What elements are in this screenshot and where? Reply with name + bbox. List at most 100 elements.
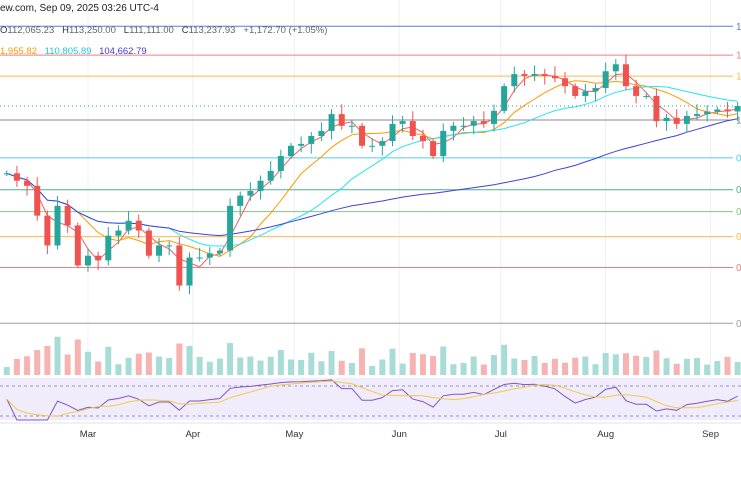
- volume-bar: [694, 358, 701, 375]
- candle-body: [409, 121, 416, 136]
- candle-body: [430, 141, 437, 157]
- candle-body: [287, 145, 294, 157]
- ohlc-legend: O112,065.23 H113,250.00 L111,111.00 C113…: [0, 25, 328, 36]
- volume-bar: [470, 356, 477, 375]
- volume-bar: [379, 359, 386, 375]
- volume-bar: [216, 358, 223, 375]
- candle-body: [44, 215, 51, 246]
- volume-bar: [683, 358, 690, 375]
- volume-bar: [287, 359, 294, 375]
- volume-bar: [724, 356, 731, 375]
- candle-body: [450, 125, 457, 131]
- candle-body: [694, 114, 701, 116]
- candle-body: [257, 180, 264, 191]
- volume-bar: [267, 356, 274, 375]
- candle-body: [470, 121, 477, 126]
- x-tick-label: Mar: [80, 429, 96, 440]
- volume-bar: [84, 351, 91, 375]
- volume-bar: [74, 339, 81, 375]
- candle-body: [369, 145, 376, 147]
- candle-body: [511, 74, 518, 87]
- candle-body: [13, 173, 20, 181]
- volume-bar: [704, 364, 711, 375]
- candle-body: [216, 250, 223, 254]
- volume-bar: [34, 350, 41, 375]
- volume-bar: [186, 346, 193, 375]
- volume-bar: [237, 357, 244, 375]
- high-value: 113,250.00: [69, 25, 116, 36]
- candle-body: [389, 123, 396, 142]
- candle-body: [166, 245, 173, 247]
- x-tick-label: May: [285, 429, 303, 440]
- candle-body: [440, 130, 447, 157]
- volume-bar: [44, 346, 51, 375]
- volume-bar: [206, 361, 213, 375]
- x-tick-label: Aug: [597, 429, 614, 440]
- volume-bar: [196, 357, 203, 375]
- volume-bar: [582, 356, 589, 375]
- fib-level-label: 1: [736, 51, 741, 62]
- candle-body: [673, 117, 680, 124]
- candle-body: [582, 91, 589, 96]
- ma-legend: 1,955.82 110,805.89 104,662.79: [0, 46, 152, 57]
- ma-value-orange: 1,955.82: [0, 46, 37, 57]
- candle-body: [622, 64, 629, 87]
- volume-bar: [64, 354, 71, 375]
- volume-bar: [24, 356, 31, 375]
- candle-body: [298, 143, 305, 146]
- close-value: 113,237.93: [188, 25, 236, 36]
- candle-body: [328, 114, 335, 131]
- volume-bar: [531, 356, 538, 375]
- fib-level-label: 0: [736, 263, 741, 274]
- candle-body: [277, 156, 284, 171]
- candle-body: [145, 230, 152, 256]
- volume-bar: [318, 361, 325, 375]
- ma-value-blue: 104,662.79: [99, 46, 147, 57]
- volume-bar: [643, 357, 650, 375]
- volume-bar: [257, 360, 264, 375]
- volume-bar: [399, 363, 406, 375]
- candle-body: [74, 225, 81, 266]
- candle-body: [562, 78, 569, 87]
- volume-bar: [592, 364, 599, 375]
- volume-bar: [135, 353, 142, 375]
- fib-level-label: 0: [736, 232, 741, 243]
- ma-value-cyan: 110,805.89: [44, 46, 92, 57]
- candle-body: [338, 114, 345, 126]
- candle-body: [54, 205, 61, 246]
- volume-bar: [551, 358, 558, 375]
- candle-body: [724, 109, 731, 112]
- candle-body: [521, 74, 528, 76]
- volume-bar: [348, 363, 355, 375]
- volume-bar: [328, 351, 335, 375]
- volume-bar: [602, 353, 609, 375]
- volume-bar: [389, 348, 396, 375]
- open-value: 112,065.23: [7, 25, 55, 36]
- volume-bar: [13, 359, 20, 375]
- candle-body: [135, 220, 142, 231]
- x-tick-label: Apr: [185, 429, 200, 440]
- candle-body: [592, 88, 599, 92]
- candle-body: [379, 141, 386, 146]
- candle-body: [176, 245, 183, 286]
- volume-bar: [440, 346, 447, 375]
- volume-bar: [491, 355, 497, 375]
- candle-body: [541, 74, 548, 76]
- volume-bar: [338, 360, 345, 375]
- volume-bar: [419, 354, 426, 375]
- low-value: 111,111.00: [129, 25, 174, 36]
- volume-bar: [612, 354, 619, 375]
- volume-bar: [460, 363, 467, 375]
- volume-bar: [277, 350, 284, 375]
- candle-body: [186, 257, 193, 286]
- volume-bar: [105, 346, 112, 375]
- volume-bar: [541, 363, 548, 375]
- volume-bar: [145, 352, 152, 375]
- volume-bar: [247, 356, 254, 375]
- rsi-line: [6, 379, 738, 421]
- candle-body: [64, 205, 71, 226]
- candle-body: [531, 74, 538, 76]
- candle-body: [501, 86, 508, 111]
- candle-body: [247, 190, 254, 196]
